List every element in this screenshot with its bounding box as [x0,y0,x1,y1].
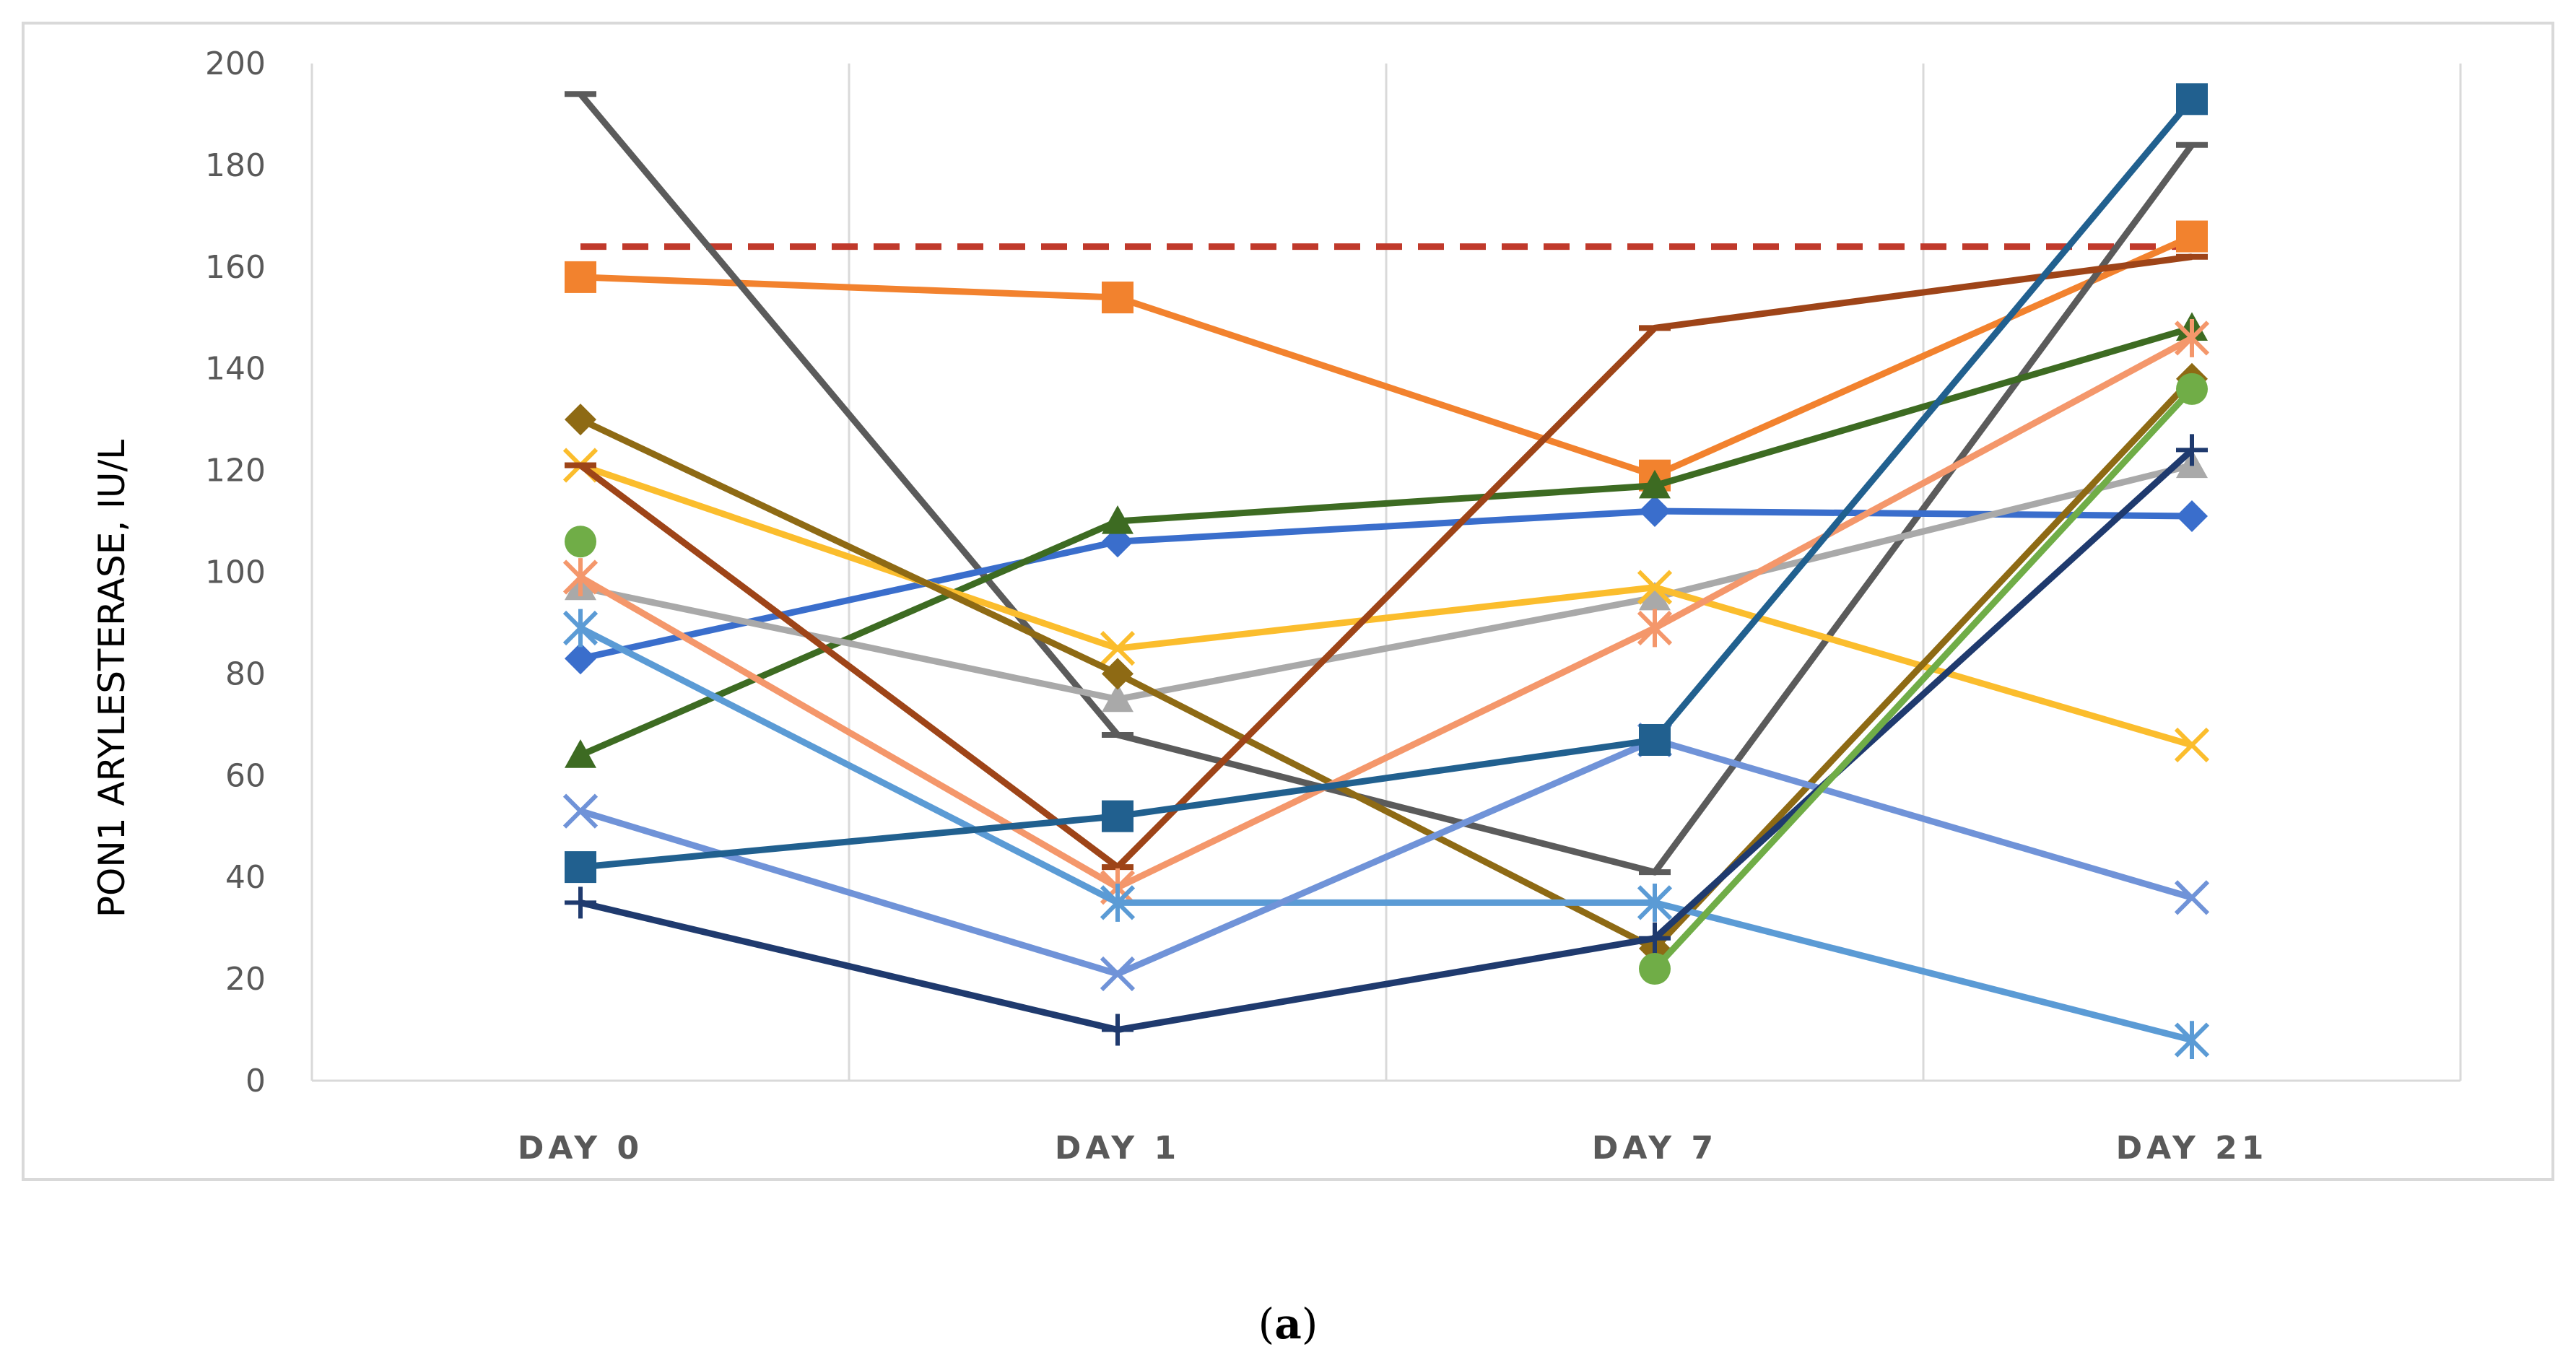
chart-frame [22,22,2554,1181]
series-s1 [565,220,2208,492]
point-marker [1639,469,1671,499]
point-marker [1100,631,1136,666]
point-marker [2176,83,2208,116]
y-tick-label: 100 [205,554,266,591]
point-marker [565,404,596,436]
point-marker [1637,884,1673,922]
series-line-s5 [580,462,2193,703]
series-line-s12 [580,97,2195,871]
series-line-s14 [1652,386,2195,972]
labels: 0 20 40 60 80 100 120 140 160 180 200 DAY 0 DAY 1 DAY… [205,45,2268,1167]
point-marker [562,558,599,596]
caption-open: ( [1258,1299,1275,1349]
point-marker [2176,373,2208,405]
figure-caption: (a) [0,1299,2576,1349]
y-tick-label: 140 [205,351,266,388]
y-tick-label: 180 [205,147,266,184]
y-tick-label: 80 [225,655,266,692]
series-line-s9 [578,335,2194,891]
series-layer [562,83,2210,1060]
point-marker [2176,500,2208,533]
point-marker [1102,282,1133,314]
y-tick-label: 120 [205,453,266,489]
grid [310,64,2462,1081]
point-marker [1639,922,1671,954]
point-marker [2174,880,2210,915]
point-marker [1100,884,1136,922]
point-marker [1102,1014,1133,1046]
point-marker [565,261,596,293]
y-tick-label: 200 [205,45,266,82]
point-marker [1639,723,1671,756]
series-line-s13 [579,448,2195,1034]
point-marker [565,886,596,919]
y-axis-title: PON1 ARYLESTERASE, IU/L [91,440,133,918]
point-marker [1102,800,1133,832]
series-s2 [565,91,2208,876]
series-s3 [565,495,2208,675]
caption-close: ) [1301,1299,1318,1349]
series-line-s8 [578,253,2193,871]
series-line-s2 [578,92,2195,876]
y-tick-label: 0 [245,1063,266,1099]
series-line-s10 [578,624,2193,1043]
y-tick-label: 40 [225,859,266,896]
y-tick-label: 60 [225,757,266,794]
caption-letter: a [1274,1299,1302,1349]
series-line-s11 [579,736,2193,977]
point-marker [2176,220,2208,253]
series-s13 [565,434,2208,1046]
point-marker [1102,658,1133,690]
series-s14 [565,373,2208,985]
point-marker [1102,683,1133,713]
point-marker [1639,581,1671,611]
point-marker [1639,953,1671,985]
series-line-s1 [580,233,2193,479]
point-marker [2176,434,2208,466]
series-line-s3 [580,507,2193,662]
series-line-s4 [579,325,2193,759]
x-tick-label: DAY 21 [2116,1130,2268,1167]
series-s12 [565,83,2208,884]
point-marker [562,609,599,648]
y-tick-label: 160 [205,249,266,286]
x-tick-label: DAY 0 [518,1130,643,1167]
point-marker [565,851,596,884]
point-marker [1100,956,1136,992]
point-marker [565,642,596,675]
x-tick-label: DAY 1 [1055,1130,1180,1167]
point-marker [1637,570,1673,605]
point-marker [565,526,596,558]
point-marker [1102,505,1133,534]
point-marker [565,739,596,768]
point-marker [2174,319,2210,357]
point-marker [2174,1021,2210,1060]
series-s8 [565,253,2208,871]
point-marker [562,793,599,829]
point-marker [2174,727,2210,763]
series-s10 [562,609,2210,1060]
point-marker [1639,495,1671,527]
x-tick-label: DAY 7 [1592,1130,1718,1167]
point-marker [1637,609,1673,648]
y-tick-label: 20 [225,961,266,998]
series-line-s7 [579,376,2195,952]
